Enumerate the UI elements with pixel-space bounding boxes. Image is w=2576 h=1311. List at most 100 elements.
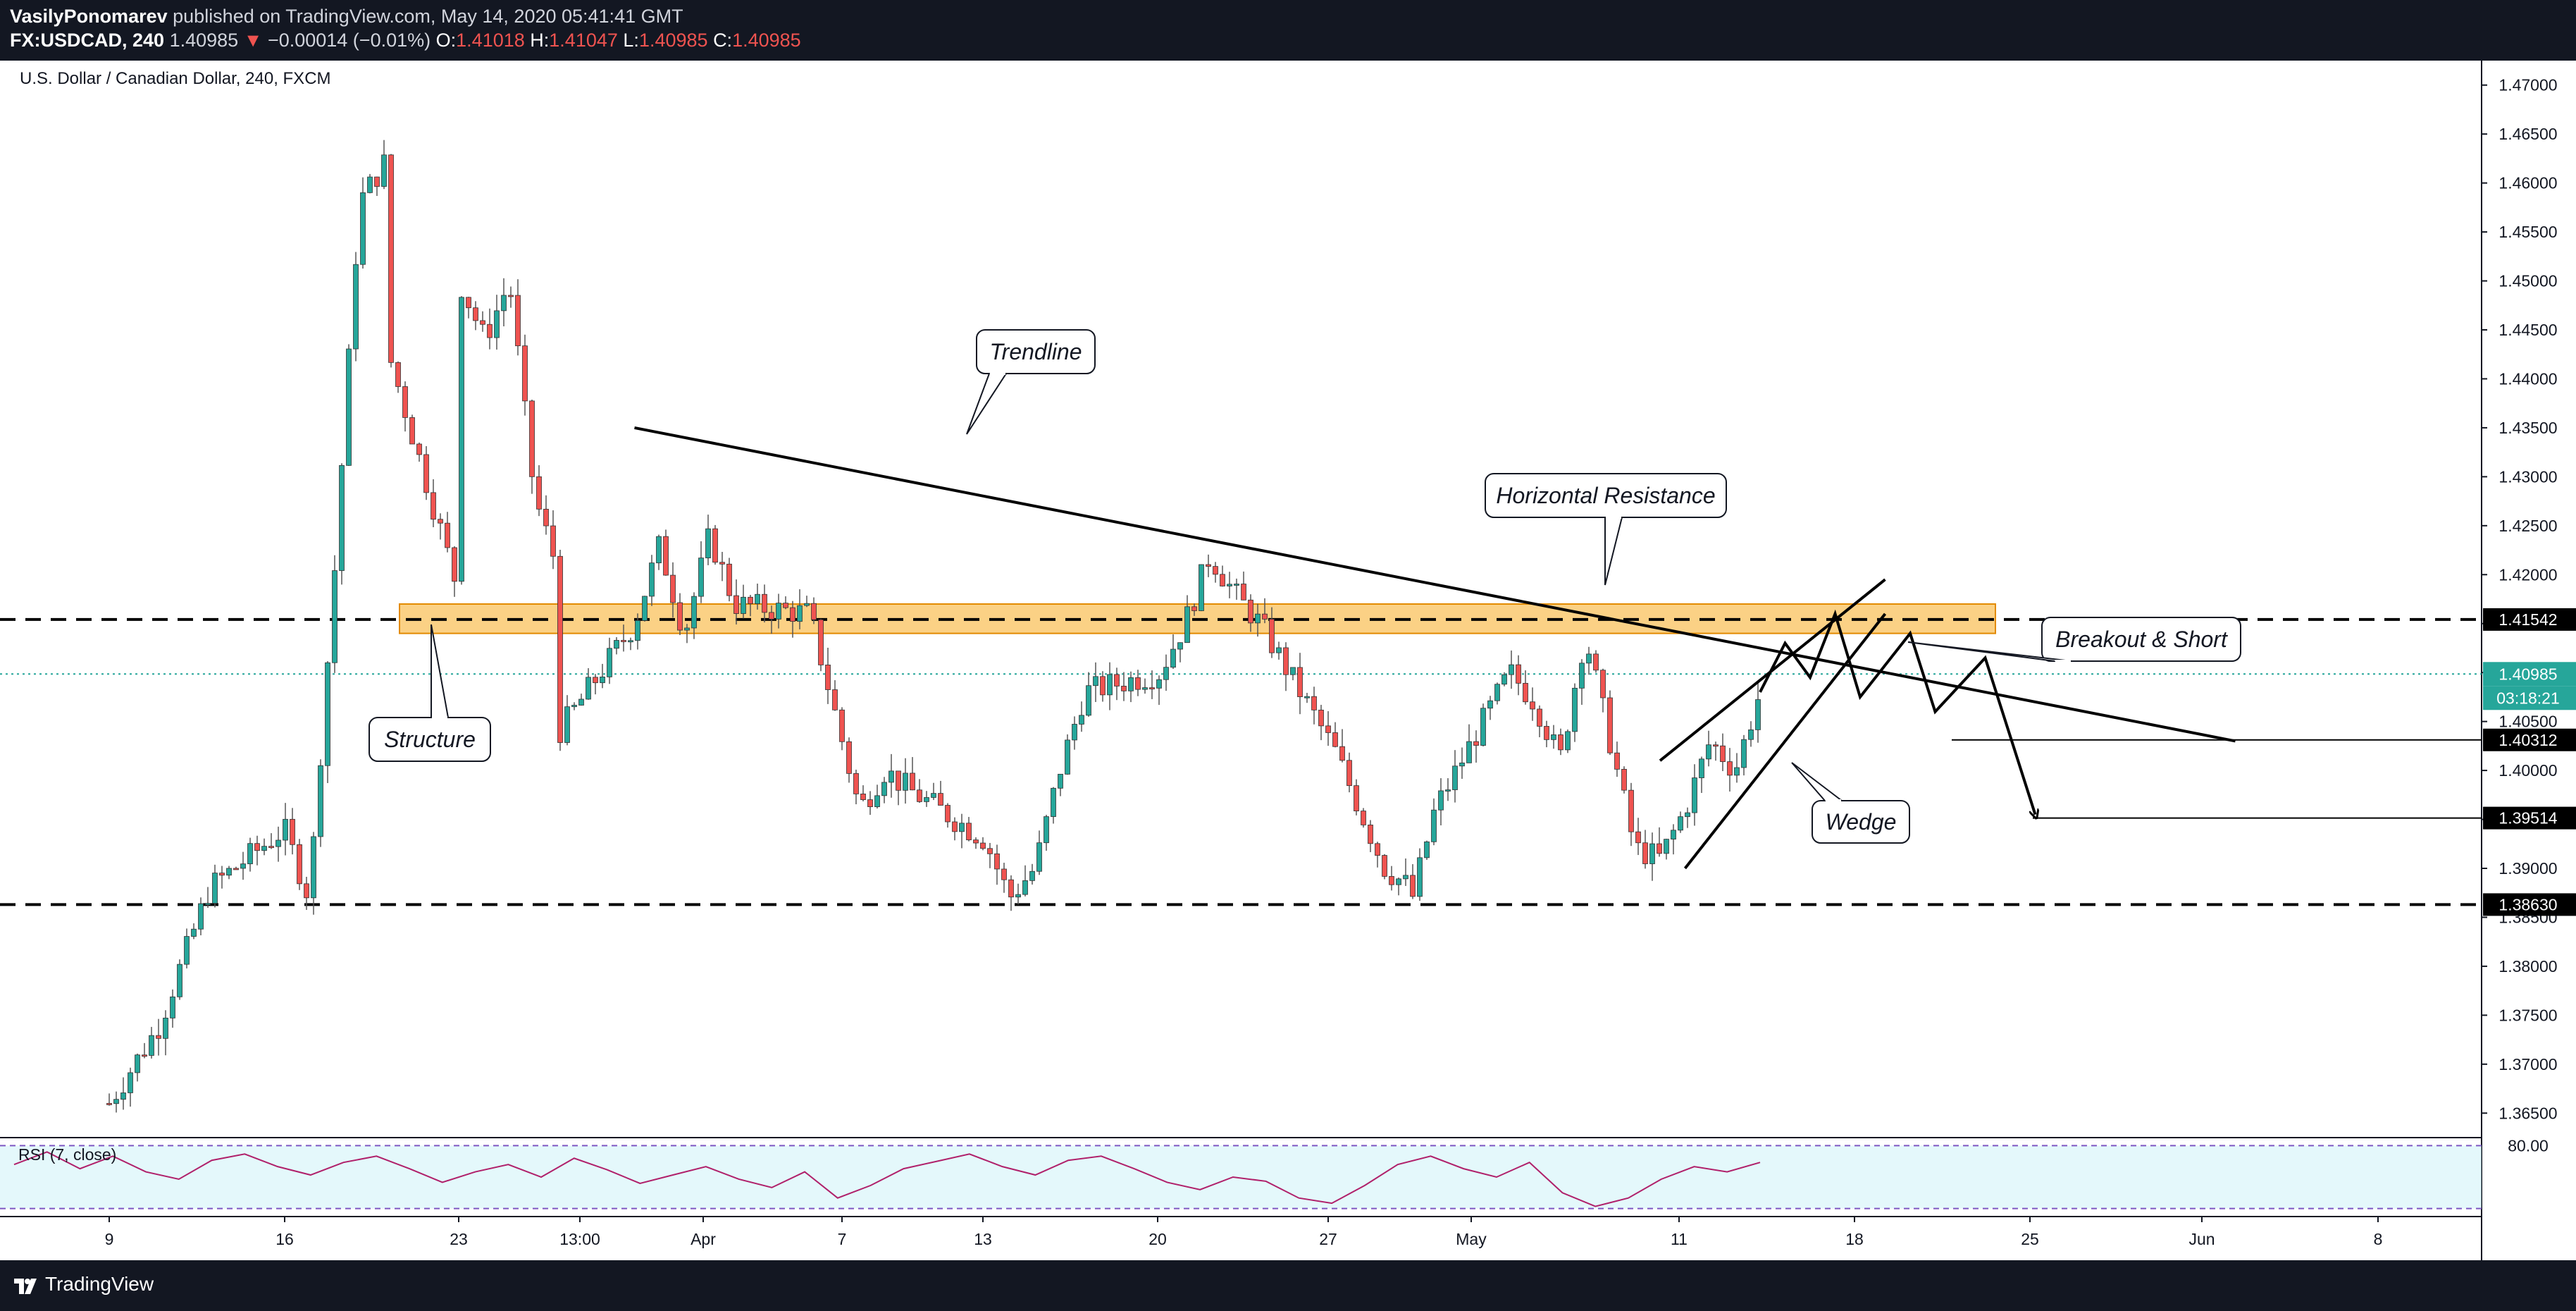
candle-body bbox=[325, 662, 330, 766]
candle-body bbox=[825, 665, 831, 690]
candle-body bbox=[156, 1035, 161, 1039]
candle-body bbox=[811, 603, 817, 620]
price-change: −0.00014 (−0.01%) bbox=[267, 30, 431, 51]
candle-body bbox=[853, 773, 859, 794]
candle-body bbox=[515, 295, 521, 347]
candle-body bbox=[191, 928, 197, 937]
price-line-label: 1.38630 bbox=[2498, 895, 2557, 913]
candle-body bbox=[1072, 724, 1077, 741]
candle-body bbox=[177, 964, 182, 997]
candle-body bbox=[1396, 878, 1401, 885]
chart-area[interactable]: Trendline Horizontal Resistance Structure B… bbox=[0, 61, 2576, 1260]
candle-body bbox=[346, 348, 352, 466]
candle-body bbox=[1593, 653, 1599, 671]
time-tick-label: 18 bbox=[1845, 1230, 1864, 1248]
candle-body bbox=[1424, 841, 1430, 858]
candle-body bbox=[198, 903, 204, 930]
callouts-group: Trendline Horizontal Resistance Structure B… bbox=[369, 329, 2241, 844]
candle-body bbox=[1276, 647, 1282, 653]
candle-body bbox=[776, 603, 781, 620]
candle-body bbox=[614, 640, 619, 649]
candle-body bbox=[705, 528, 711, 559]
price-chart[interactable]: Trendline Horizontal Resistance Structure B… bbox=[0, 61, 2576, 1260]
time-tick-label: 20 bbox=[1148, 1230, 1167, 1248]
candle-body bbox=[755, 593, 760, 604]
current-price-badge bbox=[2483, 662, 2576, 687]
candle-body bbox=[142, 1054, 147, 1057]
candle-body bbox=[1325, 725, 1331, 733]
time-tick-label: 13:00 bbox=[559, 1230, 600, 1248]
tradingview-logo-icon[interactable] bbox=[13, 1273, 38, 1298]
candle-body bbox=[1466, 741, 1472, 763]
symbol-label[interactable]: FX:USDCAD, 240 bbox=[10, 30, 165, 51]
candle-body bbox=[1389, 875, 1394, 885]
candle-body bbox=[501, 295, 507, 312]
candle-body bbox=[374, 176, 380, 187]
candle-body bbox=[600, 676, 605, 684]
candle-body bbox=[1579, 663, 1585, 689]
candle-body bbox=[304, 883, 309, 899]
candle-body bbox=[1008, 879, 1014, 898]
price-line-badge bbox=[2483, 893, 2576, 916]
candle-body bbox=[1713, 744, 1719, 747]
candle-body bbox=[698, 558, 704, 597]
candle-body bbox=[832, 689, 838, 710]
price-tick-label: 1.40000 bbox=[2498, 761, 2557, 780]
published-text: published on TradingView.com, May 14, 20… bbox=[173, 6, 683, 27]
price-line-label: 1.40312 bbox=[2498, 731, 2557, 749]
wedge-lower-line bbox=[1683, 613, 1887, 870]
candle-body bbox=[571, 705, 577, 708]
candle-body bbox=[1537, 708, 1542, 727]
rsi-band bbox=[0, 1145, 2482, 1209]
candle-body bbox=[1480, 708, 1486, 746]
candle-body bbox=[480, 320, 485, 325]
candle-body bbox=[1177, 642, 1183, 650]
price-tick-label: 1.45500 bbox=[2498, 223, 2557, 241]
wedge-callout-text: Wedge bbox=[1826, 809, 1897, 835]
candle-body bbox=[353, 264, 359, 350]
price-axis[interactable]: 1.47000 1.46500 1.46000 1.45500 1.45000 1.445… bbox=[2482, 76, 2576, 1123]
candle-body bbox=[184, 936, 190, 965]
high-value: 1.41047 bbox=[549, 30, 618, 51]
candle-body bbox=[494, 310, 500, 338]
candle-body bbox=[684, 627, 690, 631]
down-arrow-icon: ▼ bbox=[243, 30, 263, 51]
structure-callout-pointer bbox=[431, 624, 449, 718]
candle-body bbox=[1720, 745, 1726, 763]
candle-body bbox=[1311, 696, 1317, 710]
candle-body bbox=[106, 1102, 112, 1105]
breakout-short-callout-pointer bbox=[1907, 641, 2072, 662]
candle-body bbox=[564, 706, 570, 743]
candle-body bbox=[642, 596, 648, 621]
candle-body bbox=[1600, 670, 1606, 698]
trendline bbox=[634, 426, 2236, 743]
price-tick-label: 1.46500 bbox=[2498, 125, 2557, 143]
candle-body bbox=[783, 603, 788, 608]
candle-body bbox=[1107, 674, 1113, 696]
price-tick-label: 1.44500 bbox=[2498, 321, 2557, 339]
candle-body bbox=[1628, 789, 1634, 832]
candle-body bbox=[712, 528, 718, 563]
candle-body bbox=[557, 555, 563, 743]
price-tick-label: 1.45000 bbox=[2498, 272, 2557, 290]
candle-body bbox=[1051, 787, 1056, 817]
candle-body bbox=[1417, 857, 1423, 897]
candle-body bbox=[128, 1072, 133, 1093]
candle-body bbox=[1354, 785, 1359, 811]
candle-body bbox=[860, 793, 866, 800]
candle-body bbox=[402, 386, 408, 418]
candle-body bbox=[797, 605, 803, 622]
price-line-label: 1.39514 bbox=[2498, 809, 2557, 827]
author-name[interactable]: VasilyPonomarev bbox=[10, 6, 168, 27]
price-tick-label: 1.39000 bbox=[2498, 859, 2557, 878]
time-axis[interactable]: 9 16 23 13:00 Apr 7 13 20 27 May 11 18 25 Jun 8 bbox=[105, 1217, 2383, 1248]
time-tick-label: 13 bbox=[974, 1230, 992, 1248]
candle-body bbox=[726, 563, 732, 596]
candle-body bbox=[1001, 868, 1007, 880]
tradingview-brand[interactable]: TradingView bbox=[45, 1273, 154, 1295]
candle-body bbox=[593, 677, 598, 684]
candle-body bbox=[952, 821, 958, 832]
candle-body bbox=[677, 602, 683, 631]
candle-body bbox=[888, 770, 894, 783]
candle-body bbox=[1516, 664, 1521, 684]
